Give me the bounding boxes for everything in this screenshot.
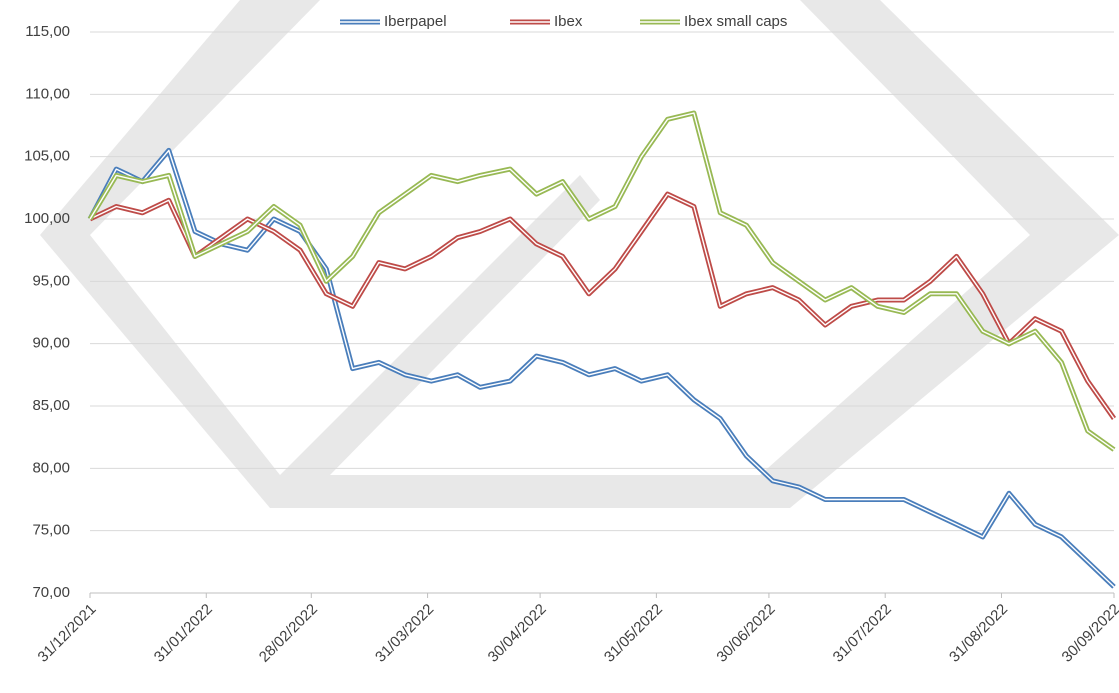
legend-label: Ibex — [554, 13, 583, 30]
x-tick-label: 30/09/2022 — [1059, 601, 1119, 666]
y-tick-label: 70,00 — [32, 584, 70, 601]
x-tick-label: 31/03/2022 — [372, 601, 437, 666]
y-tick-label: 105,00 — [24, 148, 70, 165]
series-line-inner — [89, 149, 1115, 588]
y-tick-label: 90,00 — [32, 335, 70, 352]
x-tick-label: 31/07/2022 — [830, 601, 895, 666]
legend-label: Iberpapel — [384, 13, 447, 30]
x-tick-label: 31/08/2022 — [946, 601, 1011, 666]
y-tick-label: 80,00 — [32, 459, 70, 476]
y-tick-label: 110,00 — [25, 85, 70, 102]
x-tick-label: 31/12/2021 — [35, 601, 100, 666]
watermark — [40, 0, 1119, 508]
x-tick-label: 30/06/2022 — [713, 601, 778, 666]
y-tick-label: 100,00 — [24, 210, 70, 227]
x-tick-label: 31/01/2022 — [151, 601, 216, 666]
x-tick-label: 30/04/2022 — [485, 601, 550, 666]
y-tick-label: 75,00 — [32, 522, 70, 539]
series-line — [87, 147, 1116, 589]
series-line-inner — [89, 193, 1115, 419]
y-tick-label: 85,00 — [32, 397, 70, 414]
y-tick-label: 95,00 — [32, 272, 70, 289]
y-tick-label: 115,00 — [25, 23, 70, 40]
x-tick-label: 28/02/2022 — [256, 601, 321, 666]
x-tick-label: 31/05/2022 — [601, 601, 666, 666]
series-line-inner — [89, 112, 1115, 451]
legend-label: Ibex small caps — [684, 13, 787, 30]
